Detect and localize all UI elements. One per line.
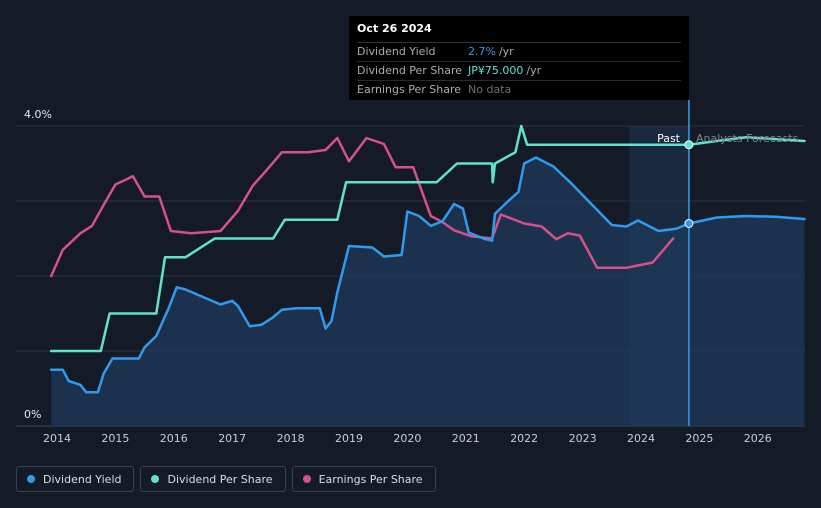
legend-earnings-per-share[interactable]: Earnings Per Share bbox=[291, 466, 436, 492]
tooltip-unit: /yr bbox=[526, 64, 542, 77]
tooltip-value: JP¥75.000 bbox=[468, 64, 524, 77]
tooltip-unit: /yr bbox=[498, 45, 514, 58]
x-tick-label: 2021 bbox=[452, 432, 480, 445]
y-axis-min-label: 0% bbox=[24, 408, 41, 421]
tooltip-date: Oct 26 2024 bbox=[357, 16, 681, 43]
x-tick-label: 2016 bbox=[160, 432, 188, 445]
x-tick-label: 2025 bbox=[685, 432, 713, 445]
tooltip-value: 2.7% bbox=[468, 45, 496, 58]
x-tick-label: 2019 bbox=[335, 432, 363, 445]
x-tick-label: 2026 bbox=[744, 432, 772, 445]
legend-label: Dividend Per Share bbox=[167, 472, 273, 486]
tooltip-key: Dividend Yield bbox=[357, 45, 436, 58]
x-tick-label: 2017 bbox=[218, 432, 246, 445]
tooltip-key: Dividend Per Share bbox=[357, 64, 463, 77]
x-tick-label: 2015 bbox=[101, 432, 129, 445]
earnings-per-share-line bbox=[49, 136, 675, 278]
tooltip: Oct 26 2024 Dividend Yield 2.7% /yr Divi… bbox=[349, 16, 689, 100]
x-tick-label: 2022 bbox=[510, 432, 538, 445]
analysts-forecasts-label: Analysts Forecasts bbox=[696, 132, 799, 145]
legend: Dividend Yield Dividend Per Share Earnin… bbox=[16, 466, 436, 492]
tooltip-row-earnings-per-share: Earnings Per Share No data bbox=[357, 81, 681, 99]
dividend-per-share-line bbox=[49, 124, 806, 353]
earnings-per-share-dot-icon bbox=[302, 475, 311, 483]
past-label: Past bbox=[657, 132, 681, 145]
tooltip-value: No data bbox=[468, 83, 512, 96]
dividend-yield-dot-icon bbox=[27, 475, 35, 483]
legend-dividend-yield[interactable]: Dividend Yield bbox=[16, 466, 135, 492]
tooltip-row-dividend-per-share: Dividend Per Share JP¥75.000 /yr bbox=[357, 62, 681, 81]
x-tick-label: 2018 bbox=[277, 432, 305, 445]
tooltip-key: Earnings Per Share bbox=[357, 83, 462, 96]
x-tick-label: 2023 bbox=[569, 432, 597, 445]
dividend-per-share-marker bbox=[684, 140, 694, 150]
dividend-yield-line bbox=[49, 156, 806, 394]
x-tick-label: 2020 bbox=[393, 432, 421, 445]
legend-dividend-per-share[interactable]: Dividend Per Share bbox=[140, 466, 286, 492]
x-tick-label: 2024 bbox=[627, 432, 655, 445]
tooltip-row-dividend-yield: Dividend Yield 2.7% /yr bbox=[357, 43, 681, 62]
legend-label: Dividend Yield bbox=[43, 472, 122, 486]
dividend-per-share-dot-icon bbox=[151, 475, 160, 483]
y-axis-max-label: 4.0% bbox=[24, 108, 52, 121]
legend-label: Earnings Per Share bbox=[318, 472, 423, 486]
x-axis-ticks: 2014 2015 2016 2017 2018 2019 2020 2021 2022 2023… bbox=[43, 432, 772, 445]
dividend-yield-marker bbox=[684, 219, 694, 228]
x-tick-label: 2014 bbox=[43, 432, 71, 445]
dividend-yield-area bbox=[51, 157, 805, 426]
